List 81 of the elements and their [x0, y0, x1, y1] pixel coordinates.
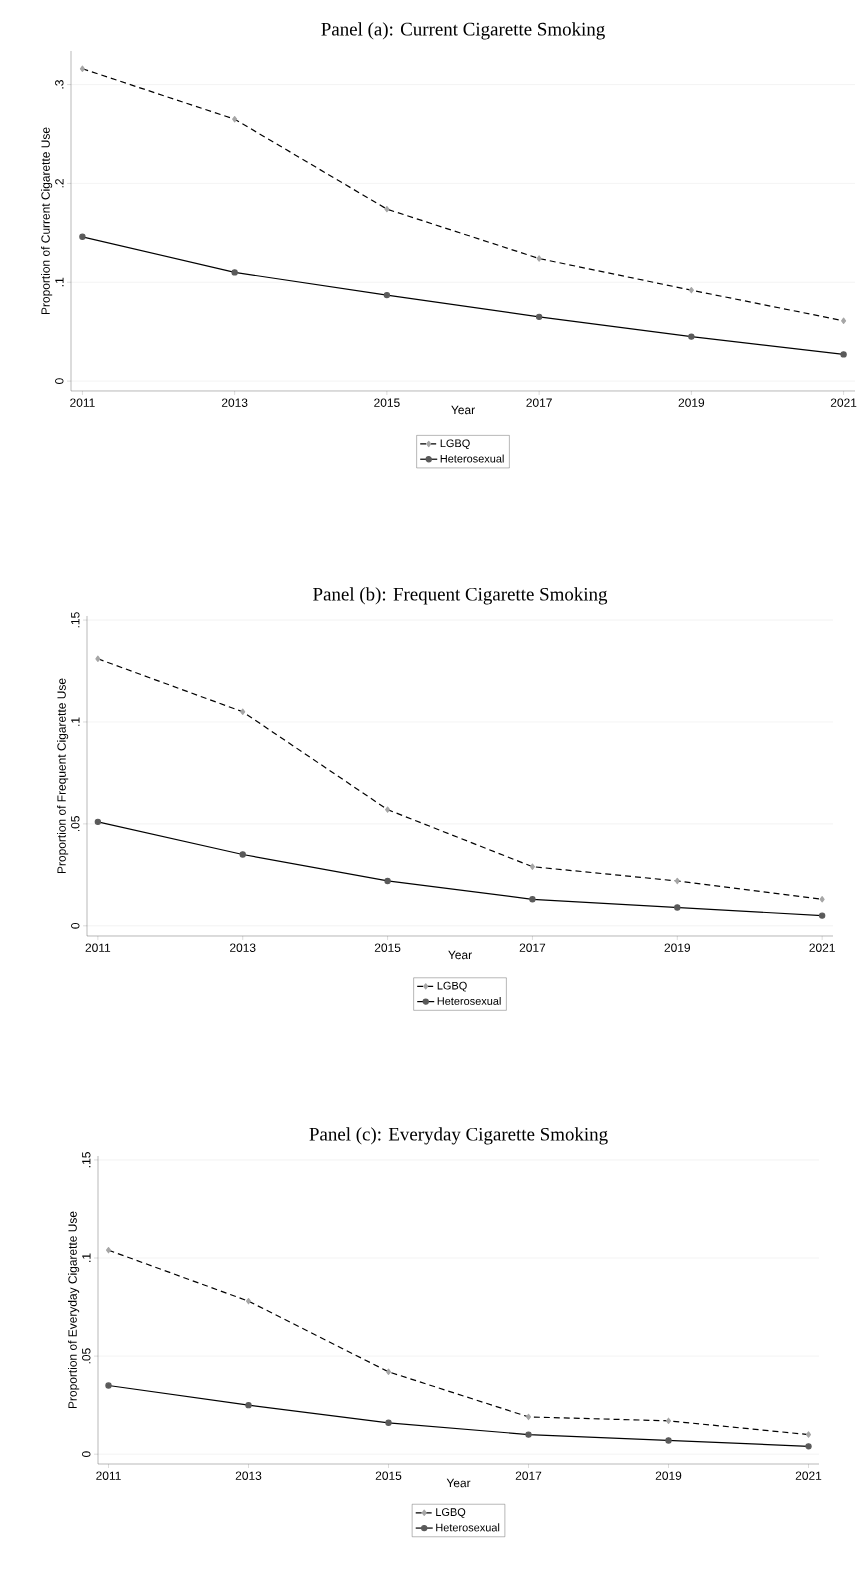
- point: [841, 317, 847, 324]
- point: [818, 912, 826, 919]
- x-axis-title: Year: [451, 405, 475, 415]
- x-tick-label: 2019: [655, 1471, 682, 1480]
- y-tick-label: .1: [82, 1253, 91, 1262]
- chart-title: Panel (a): Current Cigarette Smoking: [321, 22, 605, 40]
- point: [840, 351, 847, 358]
- legend-label: Heterosexual: [437, 996, 501, 1005]
- x-tick-label: 2019: [664, 943, 691, 952]
- x-tick-label: 2015: [374, 398, 400, 407]
- y-tick-label: 0: [82, 1451, 91, 1458]
- x-tick-label: 2017: [515, 1471, 542, 1480]
- x-axis-title: Year: [448, 950, 472, 960]
- y-tick-label: .15: [71, 612, 80, 628]
- y-tick-label: .15: [82, 1152, 91, 1168]
- x-axis-title: Year: [446, 1478, 471, 1488]
- point: [674, 877, 680, 885]
- point: [385, 806, 391, 813]
- point: [239, 851, 246, 858]
- y-axis-title: Proportion of Current Cigarette Use: [41, 127, 53, 315]
- y-tick-label: .05: [71, 816, 80, 832]
- point: [79, 233, 86, 240]
- legend-label: Heterosexual: [436, 1523, 500, 1532]
- y-tick-label: .1: [71, 717, 80, 726]
- x-tick-label: 2011: [70, 398, 95, 407]
- point: [525, 1431, 532, 1438]
- x-tick-label: 2015: [374, 943, 401, 952]
- point: [105, 1382, 112, 1389]
- point: [805, 1443, 812, 1450]
- y-tick-label: .3: [55, 80, 64, 89]
- point: [805, 1431, 812, 1438]
- point: [674, 904, 681, 911]
- point: [385, 1368, 392, 1375]
- point: [79, 65, 85, 72]
- y-tick-label: 0: [71, 922, 80, 929]
- legend-label: Heterosexual: [440, 454, 504, 463]
- x-tick-label: 2011: [96, 1471, 121, 1480]
- y-tick-label: .2: [55, 179, 64, 188]
- x-tick-label: 2021: [809, 943, 835, 952]
- x-tick-label: 2013: [221, 398, 248, 407]
- y-axis-title: Proportion of Frequent Cigarette Use: [57, 678, 69, 874]
- x-tick-label: 2011: [85, 943, 111, 952]
- y-axis-title: Proportion of Everyday Cigarette Use: [68, 1211, 80, 1409]
- y-tick-label: 0: [55, 378, 64, 384]
- point: [232, 115, 238, 123]
- point: [688, 286, 694, 294]
- x-tick-label: 2013: [235, 1471, 262, 1480]
- x-tick-label: 2019: [678, 398, 705, 407]
- point: [240, 708, 246, 715]
- point: [536, 255, 542, 262]
- point: [819, 896, 825, 903]
- point: [665, 1417, 672, 1425]
- x-tick-label: 2021: [795, 1471, 822, 1480]
- point: [95, 655, 101, 662]
- x-tick-label: 2021: [830, 398, 857, 407]
- x-tick-label: 2013: [230, 943, 256, 952]
- y-tick-label: .05: [82, 1348, 91, 1364]
- point: [384, 877, 391, 885]
- y-tick-label: .1: [55, 277, 64, 287]
- point: [94, 818, 102, 826]
- point: [385, 1419, 392, 1426]
- legend-label: LGBQ: [440, 439, 470, 450]
- point: [384, 205, 390, 213]
- point: [105, 1246, 112, 1254]
- x-tick-label: 2017: [526, 398, 552, 407]
- chart-title: Panel (b): Frequent Cigarette Smoking: [313, 587, 608, 605]
- point: [525, 1413, 532, 1421]
- point: [688, 333, 695, 340]
- x-tick-label: 2015: [375, 1471, 402, 1480]
- legend-label: LGBQ: [437, 981, 467, 992]
- point: [245, 1297, 252, 1305]
- point: [231, 269, 238, 276]
- chart-title: Panel (c): Everyday Cigarette Smoking: [309, 1127, 608, 1145]
- x-tick-label: 2017: [519, 943, 546, 952]
- point: [245, 1401, 252, 1409]
- point: [529, 863, 535, 870]
- point: [383, 291, 391, 299]
- legend-label: LGBQ: [436, 1508, 466, 1518]
- point: [665, 1437, 672, 1444]
- point: [535, 313, 543, 321]
- point: [529, 896, 536, 903]
